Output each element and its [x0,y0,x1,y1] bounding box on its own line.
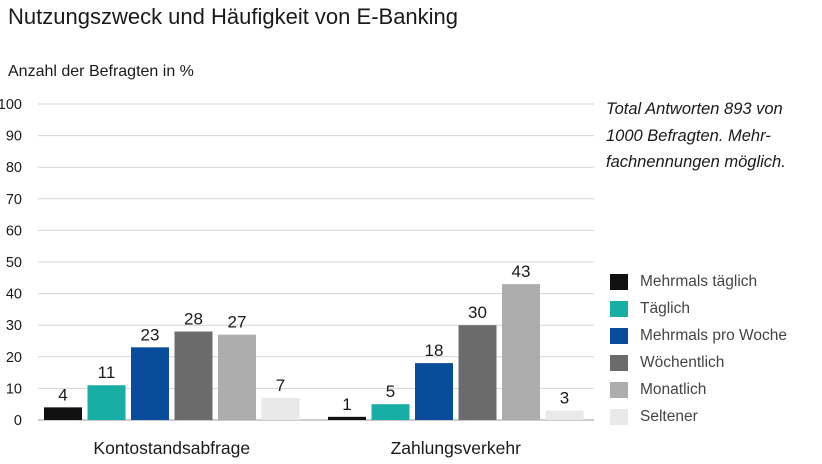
category-labels: Kontostandsabfrage Zahlungsverkehr [93,438,521,458]
bar-0-0 [44,407,82,420]
legend-swatch [610,354,628,371]
bar-1-3 [458,325,497,420]
bar-1-4 [502,284,540,420]
y-tick-label: 60 [6,223,22,239]
legend-item: Mehrmals täglich [610,268,787,295]
grid-lines [38,103,594,421]
legend: Mehrmals täglich Täglich Mehrmals pro Woch… [610,268,787,430]
legend-label: Täglich [640,299,690,317]
legend-label: Seltener [640,407,698,425]
chart-annotation: Total Antworten 893 von 1000 Befragten. … [606,100,786,171]
y-tick-label: 0 [14,413,22,429]
bar-value-label: 30 [468,303,487,322]
bar-value-label: 23 [141,325,160,344]
y-tick-label: 10 [6,381,22,397]
bar-value-label: 11 [98,363,116,382]
value-labels: 4 11 23 28 27 7 1 5 18 30 43 3 [58,262,569,414]
legend-swatch [610,273,628,290]
bar-1-5 [545,410,584,420]
y-tick-label: 40 [6,287,22,303]
y-tick-label: 70 [6,192,22,208]
legend-label: Mehrmals täglich [640,272,758,290]
legend-swatch [610,408,628,425]
chart-title: Nutzungszweck und Häufigkeit von E-Banki… [8,4,459,29]
legend-label: Wöchentlich [640,353,725,371]
legend-item: Seltener [610,403,787,430]
category-label: Zahlungsverkehr [391,438,522,458]
bar-value-label: 5 [386,382,395,401]
bar-value-label: 1 [342,395,351,414]
bar-value-label: 3 [560,389,569,408]
y-axis-label: Anzahl der Befragten in % [8,63,194,80]
legend-swatch [610,327,628,344]
legend-item: Monatlich [610,376,787,403]
legend-item: Wöchentlich [610,349,787,376]
legend-label: Monatlich [640,380,707,398]
bar-0-5 [261,397,300,420]
legend-label: Mehrmals pro Woche [640,326,788,344]
y-tick-label: 20 [6,350,22,366]
y-tick-label: 50 [6,255,22,271]
y-tick-label: 30 [6,318,22,334]
legend-item: Mehrmals pro Woche [610,322,787,349]
y-tick-label: 90 [6,129,22,145]
y-tick-labels: 0 10 20 30 40 50 60 70 80 90 100 [0,97,22,429]
bar-value-label: 43 [512,262,531,281]
legend-item: Täglich [610,295,787,322]
y-tick-label: 100 [0,97,22,113]
bar-0-2 [131,347,169,420]
bar-value-label: 28 [184,310,203,329]
bar-value-label: 4 [58,385,67,404]
bar-1-1 [371,404,410,420]
legend-swatch [610,381,628,398]
bar-0-1 [87,385,126,420]
y-tick-label: 80 [6,160,22,176]
bar-value-label: 27 [228,313,247,332]
bar-value-label: 7 [276,376,285,395]
bar-value-label: 18 [425,341,444,360]
bar-1-2 [415,363,453,420]
category-label: Kontostandsabfrage [93,438,250,458]
legend-swatch [610,300,628,317]
bar-0-4 [218,334,256,420]
bars [44,284,584,420]
bar-1-0 [328,416,366,420]
bar-0-3 [174,331,213,420]
